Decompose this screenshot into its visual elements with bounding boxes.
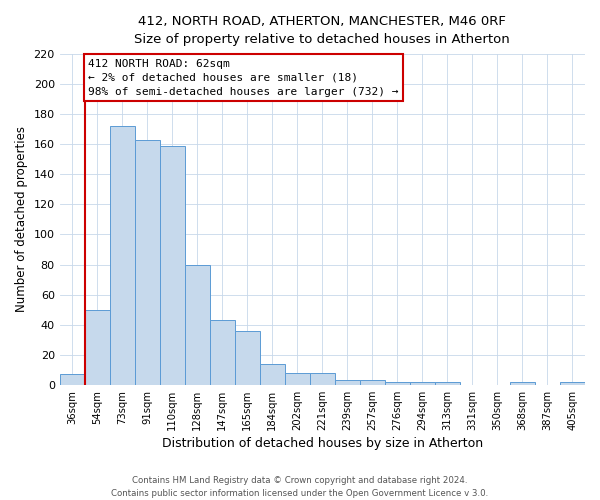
Bar — [210, 320, 235, 385]
Bar — [435, 382, 460, 385]
Bar — [260, 364, 285, 385]
Bar — [410, 382, 435, 385]
Y-axis label: Number of detached properties: Number of detached properties — [15, 126, 28, 312]
Bar — [85, 310, 110, 385]
Text: Contains HM Land Registry data © Crown copyright and database right 2024.
Contai: Contains HM Land Registry data © Crown c… — [112, 476, 488, 498]
Bar — [160, 146, 185, 385]
Bar — [560, 382, 585, 385]
Bar — [510, 382, 535, 385]
Bar — [110, 126, 135, 385]
Bar — [135, 140, 160, 385]
X-axis label: Distribution of detached houses by size in Atherton: Distribution of detached houses by size … — [162, 437, 483, 450]
Bar — [335, 380, 360, 385]
Bar — [185, 264, 210, 385]
Bar — [235, 330, 260, 385]
Bar — [360, 380, 385, 385]
Bar — [285, 373, 310, 385]
Bar — [310, 373, 335, 385]
Bar — [59, 374, 85, 385]
Title: 412, NORTH ROAD, ATHERTON, MANCHESTER, M46 0RF
Size of property relative to deta: 412, NORTH ROAD, ATHERTON, MANCHESTER, M… — [134, 15, 510, 46]
Bar — [385, 382, 410, 385]
Text: 412 NORTH ROAD: 62sqm
← 2% of detached houses are smaller (18)
98% of semi-detac: 412 NORTH ROAD: 62sqm ← 2% of detached h… — [88, 58, 399, 96]
